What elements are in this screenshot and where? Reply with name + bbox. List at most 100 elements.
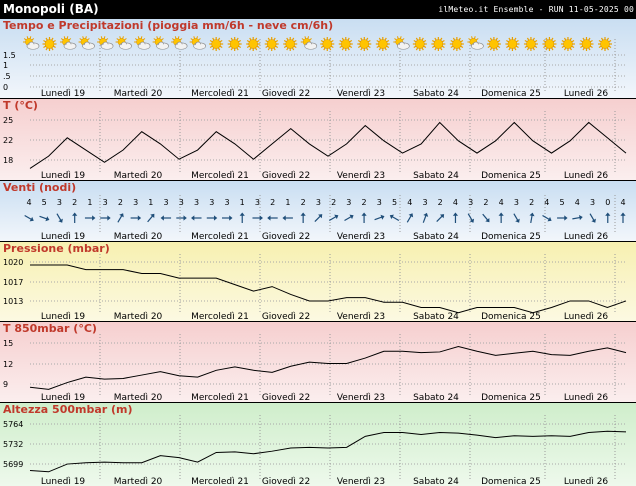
wind-speed-label: 3	[346, 198, 351, 207]
wind-speed-label: 4	[575, 198, 580, 207]
y-tick-label: 1020	[3, 258, 23, 267]
wind-speed-label: 2	[301, 198, 306, 207]
day-label: Lunedì 19	[41, 89, 86, 98]
wind-speed-label: 2	[483, 198, 488, 207]
wind-speed-label: 4	[544, 198, 549, 207]
day-label: Lunedì 19	[41, 393, 86, 402]
day-label: Venerdì 23	[337, 312, 385, 321]
wind-speed-label: 3	[316, 198, 321, 207]
panel-title: T 850mbar (°C)	[3, 322, 97, 335]
wind-arrow-icon	[282, 215, 293, 221]
wind-arrow-icon	[467, 213, 475, 223]
wind-speed-label: 2	[438, 198, 443, 207]
panel-wind: 4 5 3 2 1 3 2 3 1 3 3 3 3 3 1 3 2 1 2 3 2 3 2 3 5 4 3 2 4 3 2 4 3 2 4 5 4 3 0 4…	[0, 181, 636, 241]
wind-speed-label: 3	[255, 198, 260, 207]
wind-speed-label: 3	[179, 198, 184, 207]
day-label: Lunedì 19	[41, 477, 86, 486]
pressure-chart: 1020 1017 1013 Lunedì 19 Martedì 20 Mercoledì…	[0, 242, 636, 321]
day-label: Martedì 20	[114, 312, 163, 321]
wind-speed-label: 1	[148, 198, 153, 207]
panel-weather-precip: 1.5 1.5 0 Lunedì 19 Martedì 20 Mercoledì 21 Gi…	[0, 19, 636, 98]
wind-arrow-icon	[344, 214, 354, 222]
wind-arrow-icon	[39, 215, 50, 222]
sun-cloud-icon	[60, 36, 77, 50]
sun-icon	[412, 37, 427, 51]
day-label: Domenica 25	[481, 232, 541, 241]
sun-icon	[320, 37, 335, 51]
day-label: Venerdì 23	[337, 232, 385, 241]
series-line	[30, 264, 627, 314]
day-label: Lunedì 26	[564, 89, 609, 98]
sun-icon	[227, 37, 242, 51]
day-label: Sabato 24	[413, 171, 459, 180]
wind-chart: 4 5 3 2 1 3 2 3 1 3 3 3 3 3 1 3 2 1 2 3 2 3 2 3 5 4 3 2 4 3 2 4 3 2 4 5 4 3 0 4…	[0, 181, 636, 241]
sun-cloud-icon	[97, 36, 114, 50]
wind-speed-label: 3	[164, 198, 169, 207]
day-label: Giovedì 22	[262, 477, 310, 486]
sun-icon	[338, 37, 353, 51]
wind-arrow-icon	[513, 213, 520, 223]
wind-arrow-icon	[436, 214, 445, 222]
day-label: Mercoledì 21	[191, 232, 249, 241]
panel-temperature: 25 22 18 Lunedì 19 Martedì 20 Mercoledì 21 Gio…	[0, 99, 636, 180]
panel-title: Venti (nodi)	[3, 181, 77, 194]
wind-speed-label: 1	[285, 198, 290, 207]
panel-background	[0, 19, 636, 98]
wind-arrow-icon	[147, 213, 155, 223]
t850-chart: 15 12 9 Lunedì 19 Martedì 20 Mercoledì 21 Giov…	[0, 322, 636, 402]
sun-icon	[209, 37, 224, 51]
wind-arrow-icon	[374, 214, 385, 221]
sun-icon	[486, 37, 501, 51]
day-label: Martedì 20	[114, 232, 163, 241]
wind-speed-label: 3	[468, 198, 473, 207]
wind-speed-label: 3	[57, 198, 62, 207]
sun-icon	[560, 37, 575, 51]
y-tick-label: 18	[3, 156, 13, 165]
sun-cloud-icon	[134, 36, 151, 50]
sun-cloud-icon	[189, 36, 206, 50]
day-label: Venerdì 23	[337, 477, 385, 486]
panel-t850: 15 12 9 Lunedì 19 Martedì 20 Mercoledì 21 Giov…	[0, 322, 636, 402]
y-tick-label: 9	[3, 380, 8, 389]
wind-arrow-icon	[84, 215, 96, 221]
series-line	[29, 430, 627, 473]
wind-arrow-icon	[589, 213, 596, 223]
day-label: Sabato 24	[413, 477, 459, 486]
wind-speed-label: 4	[26, 198, 31, 207]
wind-arrow-icon	[56, 213, 63, 223]
panel-title: Altezza 500mbar (m)	[3, 403, 133, 416]
wind-speed-label: 1	[240, 198, 245, 207]
wind-speed-label: 3	[377, 198, 382, 207]
wind-speed-label: 2	[362, 198, 367, 207]
panel-pressure: 1020 1017 1013 Lunedì 19 Martedì 20 Mercoledì…	[0, 242, 636, 321]
day-label: Domenica 25	[481, 477, 541, 486]
wind-speed-label: 3	[514, 198, 519, 207]
wind-speed-label: 0	[605, 198, 610, 207]
sun-icon	[579, 37, 594, 51]
wind-arrow-icon	[100, 215, 111, 221]
day-label: Lunedì 19	[41, 171, 86, 180]
wind-speed-label: 3	[103, 198, 108, 207]
wind-speed-label: 4	[453, 198, 458, 207]
wind-speed-label: 2	[331, 198, 336, 207]
day-label: Mercoledì 21	[191, 171, 249, 180]
day-label: Giovedì 22	[262, 312, 310, 321]
day-label: Domenica 25	[481, 171, 541, 180]
wind-arrow-icon	[542, 214, 552, 222]
wind-arrow-icon	[406, 213, 414, 223]
day-label: Giovedì 22	[262, 393, 310, 402]
day-label: Giovedì 22	[262, 171, 310, 180]
y-tick-label: 12	[3, 360, 13, 369]
sun-icon	[542, 37, 557, 51]
wind-speed-label: 5	[560, 198, 565, 207]
wind-speed-label: 3	[133, 198, 138, 207]
wind-speed-label: 4	[620, 198, 625, 207]
wind-arrow-icon	[130, 215, 142, 221]
sun-cloud-icon	[115, 36, 132, 50]
temperature-chart: 25 22 18 Lunedì 19 Martedì 20 Mercoledì 21 Gio…	[0, 99, 636, 180]
day-label: Lunedì 19	[41, 312, 86, 321]
day-label: Martedì 20	[114, 89, 163, 98]
y-tick-label: 1017	[3, 278, 23, 287]
wind-arrow-icon	[620, 212, 626, 223]
